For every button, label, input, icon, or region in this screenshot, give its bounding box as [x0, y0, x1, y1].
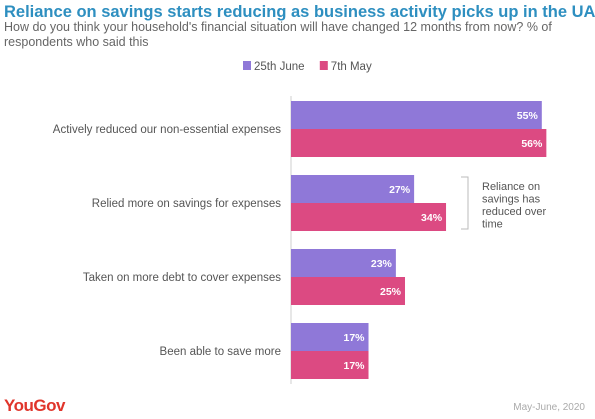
bar — [291, 203, 447, 231]
bar — [291, 249, 396, 277]
data-label: 17% — [344, 332, 366, 344]
legend-swatch-2 — [319, 61, 328, 70]
bar — [291, 129, 547, 157]
data-label: 23% — [371, 258, 393, 270]
data-label: 27% — [389, 184, 411, 196]
bar — [291, 101, 542, 129]
category-label: Actively reduced our non-essential expen… — [53, 124, 281, 136]
data-label: 55% — [517, 110, 539, 122]
category-label: Been able to save more — [160, 346, 281, 358]
bar — [291, 351, 369, 379]
legend-swatch-1 — [243, 61, 251, 70]
legend-label-1: 25th June — [254, 61, 305, 73]
bar — [291, 277, 405, 305]
category-label: Taken on more debt to cover expenses — [83, 272, 281, 284]
data-label: 17% — [344, 360, 366, 372]
source-date: May-June, 2020 — [513, 402, 585, 413]
legend-label-2: 7th May — [331, 61, 372, 73]
category-label: Relied more on savings for expenses — [92, 198, 281, 210]
bar — [291, 175, 415, 203]
bar — [291, 323, 369, 351]
chart-title: Reliance on savings starts reducing as b… — [4, 3, 595, 21]
data-label: 25% — [380, 286, 402, 298]
yougov-logo: YouGov — [4, 396, 65, 415]
annotation-bracket — [461, 176, 469, 230]
annotation-text: Reliance on savings has reduced over time — [482, 181, 547, 231]
data-label: 56% — [521, 138, 543, 150]
chart-subtitle: How do you think your household's financ… — [4, 20, 552, 49]
data-label: 34% — [421, 212, 443, 224]
